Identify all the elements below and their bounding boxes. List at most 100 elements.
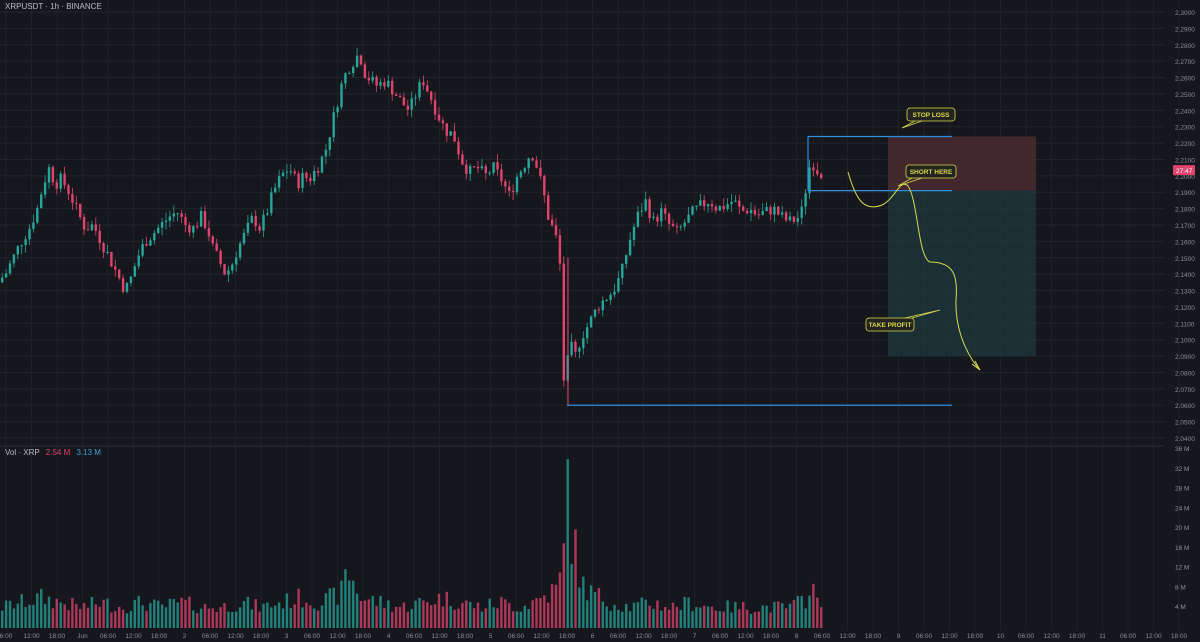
volume-bar <box>164 607 168 628</box>
volume-header[interactable]: Vol · XRP 2.54 M 3.13 M <box>5 448 101 457</box>
time-tick-label: 7 <box>693 633 697 640</box>
volume-bar <box>336 604 339 628</box>
candle-body <box>137 255 140 267</box>
volume-bar <box>313 608 316 628</box>
volume-tick-label: 16 M <box>1175 545 1189 552</box>
volume-bar <box>738 609 741 628</box>
candle-body <box>578 347 581 352</box>
candle-body <box>652 216 655 219</box>
volume-bar <box>28 604 31 628</box>
candle-body <box>231 264 234 271</box>
time-tick-label: 06:00 <box>508 633 525 640</box>
candle-body <box>102 243 105 253</box>
time-tick-label: 10 <box>997 633 1005 640</box>
candle-body <box>207 228 211 237</box>
symbol-header[interactable]: XRPUSDT · 1h · BINANCE <box>5 2 102 11</box>
volume-bar <box>67 610 70 628</box>
candle-body <box>192 226 195 233</box>
candle-body <box>769 207 772 215</box>
volume-bar <box>660 610 663 628</box>
candle-body <box>745 210 749 214</box>
price-tick-label: 2.1900 <box>1175 190 1195 197</box>
time-tick-label: 18:00 <box>253 633 270 640</box>
volume-bar <box>745 609 749 628</box>
candle-body <box>433 100 437 115</box>
volume-bar <box>644 599 647 628</box>
candle-body <box>246 222 250 233</box>
volume-bar <box>359 601 363 628</box>
volume-bar <box>784 608 788 628</box>
volume-bar <box>79 608 82 628</box>
candle-body <box>539 167 542 176</box>
candle-body <box>543 175 546 196</box>
volume-bar <box>706 606 710 628</box>
price-tick-label: 2.2700 <box>1175 59 1195 66</box>
candle-body <box>582 338 585 348</box>
time-tick-label: 12:00 <box>737 633 754 640</box>
volume-bar <box>788 603 792 628</box>
time-tick-label: 18:00 <box>865 633 882 640</box>
volume-bar <box>800 596 803 628</box>
candle-body <box>718 206 721 211</box>
candle-body <box>547 195 550 220</box>
volume-bar <box>199 608 203 628</box>
candle-body <box>796 217 799 222</box>
candle-body <box>469 166 472 174</box>
volume-tick-label: 12 M <box>1175 565 1189 572</box>
candle-body <box>188 225 191 233</box>
volume-bar <box>238 607 242 628</box>
candle-body <box>461 154 464 165</box>
volume-bar <box>523 605 526 628</box>
volume-bar <box>582 576 585 628</box>
volume-bar <box>281 608 285 628</box>
volume-bar <box>453 609 456 628</box>
annotation-labels: STOP LOSS SHORT HERE TAKE PROFIT <box>865 107 957 332</box>
volume-bar <box>246 596 250 628</box>
candle-body <box>628 239 632 256</box>
volume-bar <box>71 597 74 628</box>
candle-body <box>496 162 499 170</box>
volume-bar <box>504 599 507 628</box>
candle-body <box>726 204 729 209</box>
candle-body <box>262 214 265 231</box>
price-tick-label: 2.0400 <box>1175 436 1195 443</box>
candle-body <box>414 97 417 99</box>
time-tick-label: 2 <box>183 633 187 640</box>
projection-arrowhead <box>971 360 981 371</box>
candle-body <box>406 105 409 110</box>
volume-bar <box>652 608 655 628</box>
volume-bar <box>617 609 620 628</box>
candle-body <box>164 220 168 223</box>
volume-bar <box>196 613 199 628</box>
candle-body <box>110 251 113 267</box>
candle-body <box>316 170 320 173</box>
price-tick-label: 2.2500 <box>1175 92 1195 99</box>
volume-bar <box>160 604 164 628</box>
volume-down-value: 2.54 M <box>45 448 71 457</box>
projection-curve <box>847 171 979 369</box>
volume-bar <box>47 596 51 628</box>
candle-body <box>254 215 257 227</box>
candle-body <box>75 202 78 204</box>
volume-bar <box>445 591 448 628</box>
volume-tick-label: 28 M <box>1175 486 1189 493</box>
candle-body <box>238 243 242 258</box>
volume-tick-label: 20 M <box>1175 525 1189 532</box>
volume-bar <box>511 611 515 628</box>
candle-body <box>67 185 70 195</box>
volume-bar <box>433 604 437 628</box>
price-tick-label: 2.2800 <box>1175 43 1195 50</box>
time-tick-label: 06:00 <box>304 633 321 640</box>
time-tick-label: 9 <box>897 633 901 640</box>
candle-body <box>671 223 675 227</box>
volume-bar <box>410 608 413 628</box>
candle-body <box>636 211 640 227</box>
volume-bar <box>59 602 62 628</box>
volume-bar <box>324 593 328 628</box>
volume-bar <box>449 606 452 628</box>
candle-body <box>125 283 129 292</box>
candle-body <box>71 194 74 203</box>
candle-body <box>511 190 515 193</box>
time-tick-label: 06:00 <box>916 633 933 640</box>
